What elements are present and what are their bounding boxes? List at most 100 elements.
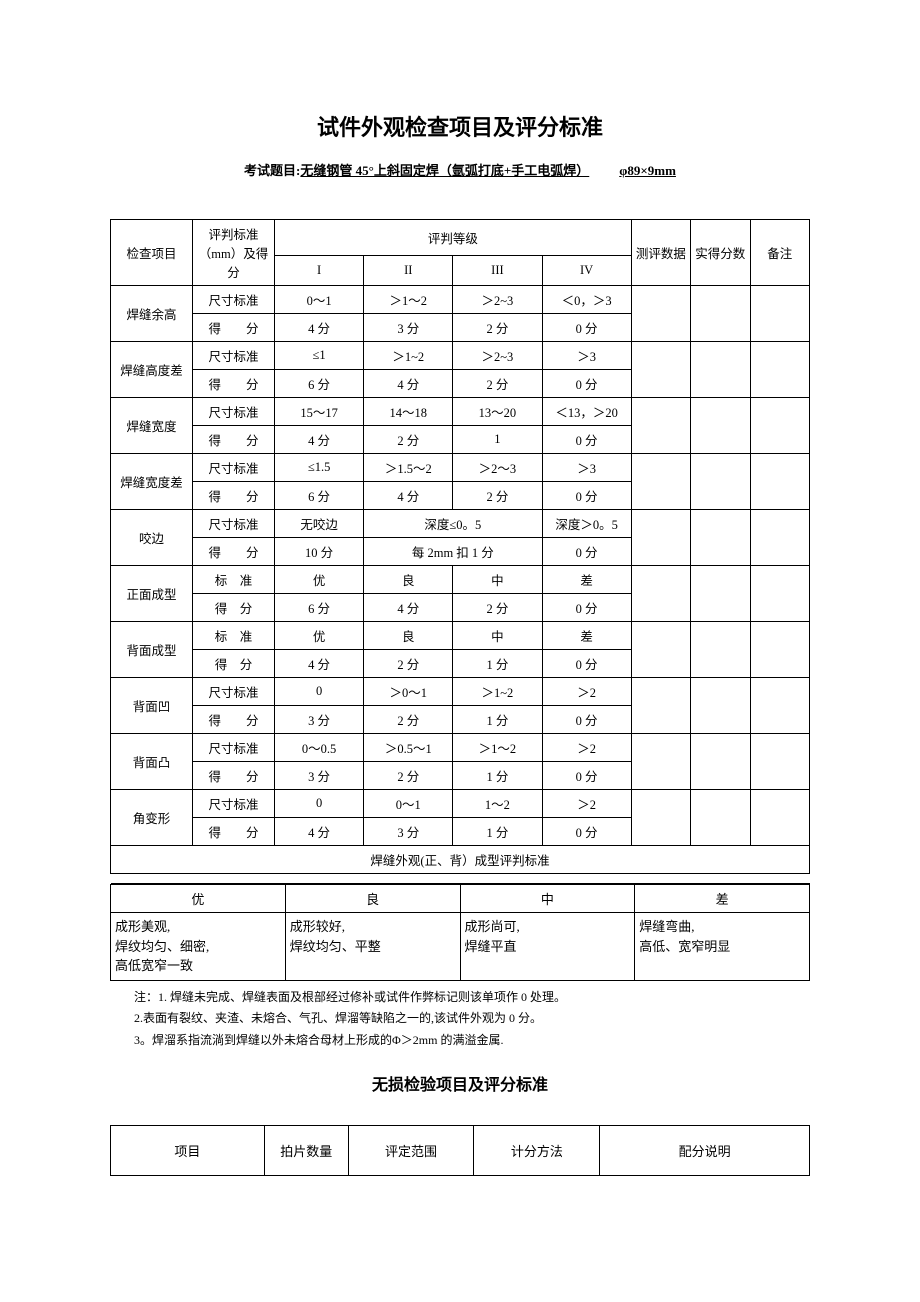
ndt-header: 拍片数量 — [264, 1126, 348, 1176]
value-cell: 2 分 — [453, 594, 542, 622]
header-score: 实得分数 — [691, 220, 750, 286]
score-cell — [691, 286, 750, 342]
data-cell — [631, 510, 690, 566]
value-cell: 1 — [453, 426, 542, 454]
value-cell: 0 分 — [542, 314, 631, 342]
value-cell: 4 分 — [364, 370, 453, 398]
value-cell: 4 分 — [275, 818, 364, 846]
label-cell: 尺寸标准 — [193, 286, 275, 314]
value-cell: 深度≤0。5 — [364, 510, 542, 538]
header-data: 测评数据 — [631, 220, 690, 286]
value-cell: 1 分 — [453, 650, 542, 678]
value-cell: 0 分 — [542, 594, 631, 622]
value-cell: 2 分 — [453, 482, 542, 510]
value-cell: 6 分 — [275, 370, 364, 398]
ndt-header: 项目 — [111, 1126, 265, 1176]
page-title: 试件外观检查项目及评分标准 — [110, 110, 810, 142]
remark-cell — [750, 678, 809, 734]
score-cell — [691, 734, 750, 790]
value-cell: 0 分 — [542, 818, 631, 846]
value-cell: ＞2~3 — [453, 342, 542, 370]
note-3: 3。焊溜系指流淌到焊缝以外未熔合母材上形成的Φ＞2mm 的满溢金属. — [140, 1030, 810, 1052]
header-grade: 评判等级 — [275, 220, 632, 256]
value-cell: 0 分 — [542, 426, 631, 454]
score-cell — [691, 622, 750, 678]
label-cell: 尺寸标准 — [193, 454, 275, 482]
remark-cell — [750, 398, 809, 454]
value-cell: 0 分 — [542, 482, 631, 510]
value-cell: 0～1 — [275, 286, 364, 314]
grade-3: III — [453, 255, 542, 285]
value-cell: 差 — [542, 622, 631, 650]
value-cell: ＞1~2 — [453, 678, 542, 706]
quality-table: 优 良 中 差 成形美观,焊纹均匀、细密,高低宽窄一致 成形较好,焊纹均匀、平整… — [110, 884, 810, 981]
exam-subject: 考试题目:无缝钢管 45°上斜固定焊（氩弧打底+手工电弧焊）φ89×9mm — [110, 160, 810, 179]
item-cell: 焊缝宽度差 — [111, 454, 193, 510]
data-cell — [631, 622, 690, 678]
table-row: 背面成型 标 准 优 良 中 差 — [111, 622, 810, 650]
ndt-header: 评定范围 — [348, 1126, 474, 1176]
value-cell: ＞3 — [542, 454, 631, 482]
grade-4: IV — [542, 255, 631, 285]
quality-desc: 成形尚可,焊缝平直 — [460, 913, 635, 981]
table-row: 焊缝余高 尺寸标准 0～1 ＞1～2 ＞2~3 ＜0，＞3 — [111, 286, 810, 314]
value-cell: 1 分 — [453, 706, 542, 734]
data-cell — [631, 790, 690, 846]
value-cell: ＞1～2 — [364, 286, 453, 314]
label-cell: 得 分 — [193, 538, 275, 566]
grade-2: II — [364, 255, 453, 285]
value-cell: 2 分 — [364, 762, 453, 790]
quality-desc: 成形美观,焊纹均匀、细密,高低宽窄一致 — [111, 913, 286, 981]
remark-cell — [750, 342, 809, 398]
ndt-table: 项目 拍片数量 评定范围 计分方法 配分说明 — [110, 1125, 810, 1176]
value-cell: 14～18 — [364, 398, 453, 426]
label-cell: 尺寸标准 — [193, 678, 275, 706]
value-cell: 2 分 — [364, 706, 453, 734]
quality-header: 中 — [460, 885, 635, 913]
value-cell: 优 — [275, 622, 364, 650]
remark-cell — [750, 734, 809, 790]
value-cell: ＞0.5～1 — [364, 734, 453, 762]
value-cell: 0 分 — [542, 762, 631, 790]
table-row: 背面凹 尺寸标准 0 ＞0～1 ＞1~2 ＞2 — [111, 678, 810, 706]
label-cell: 得 分 — [193, 482, 275, 510]
value-cell: 深度＞0。5 — [542, 510, 631, 538]
item-cell: 焊缝高度差 — [111, 342, 193, 398]
data-cell — [631, 734, 690, 790]
value-cell: 1 分 — [453, 818, 542, 846]
table-row: 焊缝宽度 尺寸标准 15～17 14～18 13～20 ＜13，＞20 — [111, 398, 810, 426]
value-cell: ≤1.5 — [275, 454, 364, 482]
value-cell: 2 分 — [364, 650, 453, 678]
remark-cell — [750, 510, 809, 566]
value-cell: 良 — [364, 566, 453, 594]
label-cell: 尺寸标准 — [193, 790, 275, 818]
ndt-header: 配分说明 — [600, 1126, 810, 1176]
value-cell: ＜0，＞3 — [542, 286, 631, 314]
header-check-item: 检查项目 — [111, 220, 193, 286]
label-cell: 得 分 — [193, 706, 275, 734]
value-cell: 15～17 — [275, 398, 364, 426]
ndt-header: 计分方法 — [474, 1126, 600, 1176]
label-cell: 得 分 — [193, 650, 275, 678]
value-cell: 0 分 — [542, 706, 631, 734]
score-cell — [691, 790, 750, 846]
score-cell — [691, 510, 750, 566]
subtitle-spec: φ89×9mm — [619, 163, 676, 178]
item-cell: 正面成型 — [111, 566, 193, 622]
quality-desc: 成形较好,焊纹均匀、平整 — [285, 913, 460, 981]
data-cell — [631, 566, 690, 622]
remark-cell — [750, 790, 809, 846]
value-cell: ＞0～1 — [364, 678, 453, 706]
value-cell: 0 — [275, 678, 364, 706]
table-row: 正面成型 标 准 优 良 中 差 — [111, 566, 810, 594]
grade-1: I — [275, 255, 364, 285]
data-cell — [631, 342, 690, 398]
value-cell: 3 分 — [364, 818, 453, 846]
label-cell: 尺寸标准 — [193, 398, 275, 426]
value-cell: 4 分 — [275, 426, 364, 454]
value-cell: 1 分 — [453, 762, 542, 790]
value-cell: 13～20 — [453, 398, 542, 426]
quality-desc: 焊缝弯曲,高低、宽窄明显 — [635, 913, 810, 981]
quality-header: 优 — [111, 885, 286, 913]
label-cell: 得 分 — [193, 762, 275, 790]
